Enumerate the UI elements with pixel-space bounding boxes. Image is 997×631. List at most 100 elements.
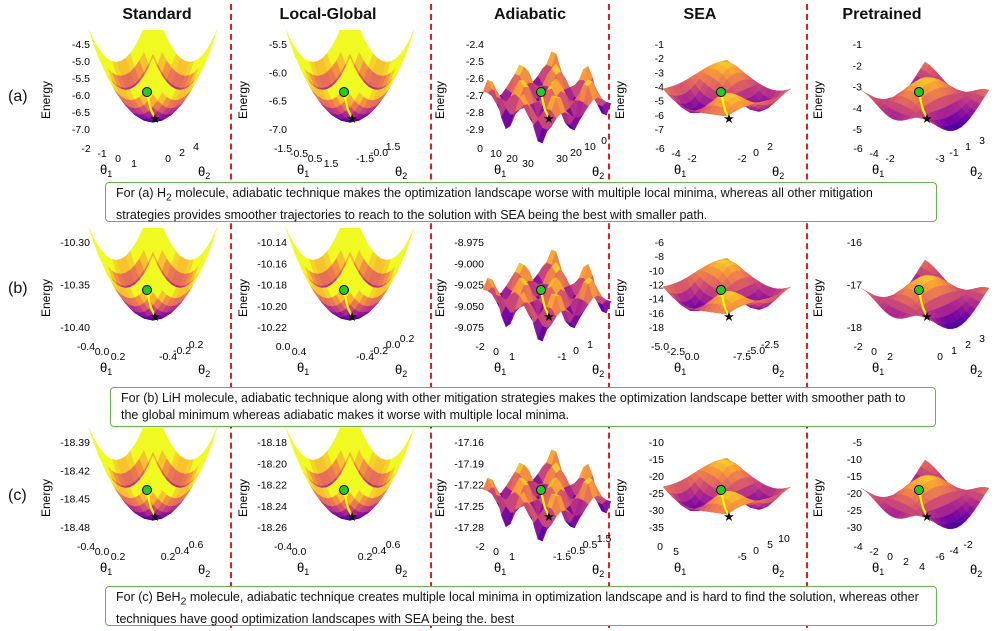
theta2-tick-label: 0 xyxy=(165,153,171,165)
theta2-tick-label: 0.6 xyxy=(386,539,401,551)
theta1-tick-label: -1.5 xyxy=(274,143,292,155)
surface-plot: Energy -1 -2 -3 -4 -5 -6 -7 ★ -6 -4 -2 -2 0 2 θ1 θ2 xyxy=(613,39,792,180)
surface-facet xyxy=(88,228,99,252)
surface-facet xyxy=(285,428,296,452)
z-tick-label: -5.5 xyxy=(72,73,90,85)
theta1-tick-label: 0 xyxy=(493,546,499,558)
caption-c: For (c) BeH2 molecule, adiabatic techniq… xyxy=(105,586,937,626)
z-tick-label: -2.7 xyxy=(466,90,484,102)
panel-c-local-global: Energy -18.18 -18.20 -18.22 -18.24 -18.26 ★ -0.… xyxy=(235,428,417,578)
theta2-tick-label: 3 xyxy=(979,333,985,345)
axis-label-energy: Energy xyxy=(613,81,627,119)
surface-plot: Energy-16-17-18★-2 0 2 0 1 2 3θ1 θ2 xyxy=(811,237,990,378)
z-tick-label: -18 xyxy=(649,322,664,334)
panel-b-local-global: Energy -10.14 -10.16 -10.18 -10.20 -10.22 ★ 0.0… xyxy=(235,228,417,378)
surface-facet xyxy=(290,237,300,261)
z-tick-label: -7 xyxy=(655,124,664,136)
z-tick-label: -20 xyxy=(847,488,862,500)
theta2-tick-label: 0 xyxy=(753,545,759,557)
axis-label-theta2: θ2 xyxy=(395,562,407,578)
panel-b-adiabatic: Energy -8.975 -9.000 -9.025 -9.050 -9.075 ★ -2 0… xyxy=(432,228,614,378)
theta1-tick-label: 0.0 xyxy=(685,351,700,363)
theta2-tick-label: 1.5 xyxy=(386,141,401,153)
theta2-tick-label: 0.2 xyxy=(161,551,176,563)
theta1-tick-label: -2 xyxy=(853,341,862,353)
end-star-marker: ★ xyxy=(149,111,161,126)
theta2-tick-label: 0 xyxy=(753,147,759,159)
surface-plot: Energy -17.16 -17.19 -17.22 -17.25 -17.28 ★ -2 0… xyxy=(433,437,611,578)
z-tick-label: -10.14 xyxy=(257,237,287,249)
z-tick-label: -18.45 xyxy=(60,494,90,506)
theta2-tick-label: 0.4 xyxy=(175,545,190,557)
surface-plot: Energy-5-10-15-20-25-30★-4 -2 0 2 4-6 -4 -2θ1 θ… xyxy=(811,437,990,578)
surface-plot: Energy -1 -2 -3 -4 -5 ★ -6 -4 -2 -3 -1 1 3 θ1 θ2 xyxy=(811,39,990,180)
theta2-tick-label: -5 xyxy=(737,551,746,563)
surface-facet xyxy=(148,57,158,79)
theta2-tick-label: 0.4 xyxy=(372,545,387,557)
z-tick-label: -1 xyxy=(853,39,862,51)
z-tick-label: -30 xyxy=(649,505,664,517)
axis-label-energy: Energy xyxy=(39,279,53,317)
axis-label-theta2: θ2 xyxy=(772,562,784,578)
theta2-tick-label: -0.0 xyxy=(370,147,388,159)
surface-facet xyxy=(88,30,99,54)
surface-facet xyxy=(400,39,410,63)
optimization-path xyxy=(145,289,156,317)
z-tick-label: -17.19 xyxy=(454,458,484,470)
theta2-tick-label: -0.5 xyxy=(567,545,585,557)
theta2-tick-label: 2 xyxy=(965,339,971,351)
z-tick-label: -2 xyxy=(655,53,664,65)
start-point-marker xyxy=(914,285,924,295)
axis-label-theta1: θ1 xyxy=(872,162,884,179)
z-tick-label: -2.6 xyxy=(466,73,484,85)
theta1-tick-label: -2 xyxy=(81,143,90,155)
theta2-tick-label: 10 xyxy=(778,533,790,545)
z-tick-label: -7.0 xyxy=(72,124,90,136)
z-tick-label: -5.5 xyxy=(269,39,287,51)
theta1-tick-label: 0 xyxy=(887,551,893,563)
z-tick-label: -18.18 xyxy=(257,437,287,449)
surface-facet xyxy=(148,455,158,477)
surface-facet xyxy=(404,30,415,54)
start-point-marker xyxy=(914,87,924,97)
theta2-tick-label: 20 xyxy=(570,147,582,159)
z-tick-label: -16 xyxy=(847,237,862,249)
end-star-marker: ★ xyxy=(149,309,161,324)
axis-label-theta1: θ1 xyxy=(872,360,884,377)
theta1-tick-label: 0.0 xyxy=(276,341,291,353)
axis-label-energy: Energy xyxy=(433,279,447,317)
start-point-marker xyxy=(716,87,726,97)
theta1-tick-label: -2 xyxy=(869,546,878,558)
surface-facet xyxy=(290,39,300,63)
panel-c-pretrained: Energy -5 -10 -15 -20 -25 -30 ★ -4 -2 0 2 4 -6 -4 -2 θ1 θ… xyxy=(810,428,992,578)
theta1-tick-label: -2 xyxy=(885,153,894,165)
surface-facet xyxy=(93,437,103,461)
theta2-tick-label: -0.2 xyxy=(370,345,388,357)
surface-facet xyxy=(148,255,158,277)
panel-c-sea: Energy -10 -15 -20 -25 -30 -35 ★ 0 5 -5 0 5 10 θ1 θ2 xyxy=(612,428,794,578)
theta2-tick-label: 0 xyxy=(601,135,607,147)
axis-label-energy: Energy xyxy=(433,81,447,119)
z-tick-label: -30 xyxy=(847,522,862,534)
panel-a-local-global: Energy -5.5 -6.0 -6.5 -7.0 ★ -1.5 -0.5 0.5 1.5 -1.… xyxy=(235,30,417,180)
start-point-marker xyxy=(914,485,924,495)
theta2-tick-label: -4 xyxy=(949,545,958,557)
z-tick-label: -6.5 xyxy=(269,96,287,108)
end-star-marker: ★ xyxy=(149,509,161,524)
start-point-marker xyxy=(536,87,546,97)
theta2-tick-label: 3 xyxy=(979,135,985,147)
z-tick-label: -16 xyxy=(649,308,664,320)
start-point-marker xyxy=(536,485,546,495)
z-tick-label: -2.9 xyxy=(466,124,484,136)
surface-plot: Energy-4.5-5.0-5.5-6.0-6.5-7.0★-2 -1 0 1 0 2 4… xyxy=(39,30,218,180)
axis-label-theta2: θ2 xyxy=(395,164,407,180)
theta1-tick-label: 1 xyxy=(131,158,137,170)
z-tick-label: -18.42 xyxy=(60,465,90,477)
start-point-marker xyxy=(339,485,349,495)
axis-label-theta1: θ1 xyxy=(674,560,686,577)
end-star-marker: ★ xyxy=(346,309,358,324)
z-tick-label: -9.050 xyxy=(454,301,484,313)
z-tick-label: -17.28 xyxy=(454,522,484,534)
surface-plot: Energy-18.39-18.42-18.45-18.48★-0.4 0.0 0.… xyxy=(39,428,218,578)
end-star-marker: ★ xyxy=(346,509,358,524)
